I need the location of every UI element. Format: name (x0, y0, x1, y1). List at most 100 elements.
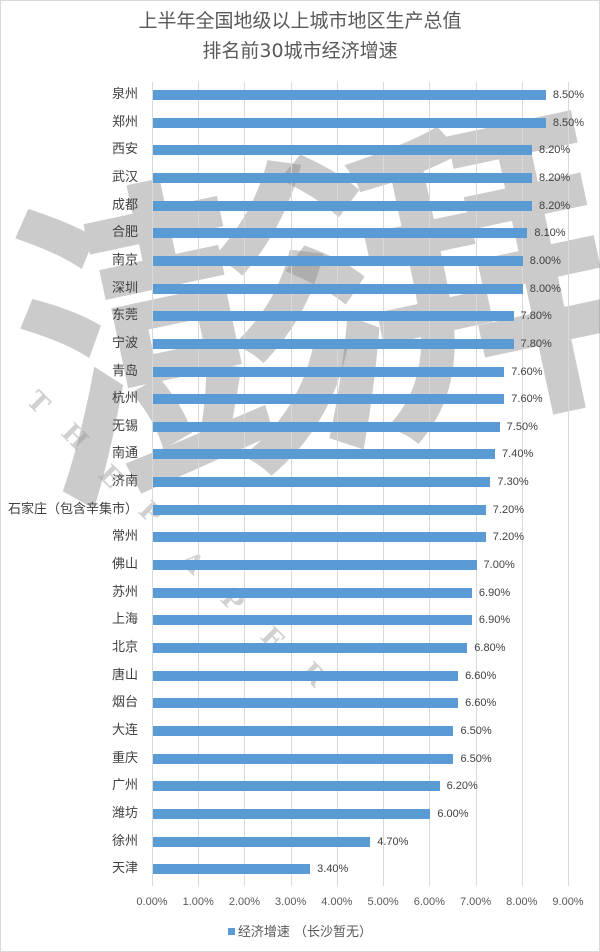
bar (153, 228, 528, 239)
bar (153, 283, 523, 294)
x-tick-label: 1.00% (182, 896, 214, 908)
x-tick-label: 6.00% (413, 896, 445, 908)
bar (153, 532, 486, 543)
bar (153, 421, 500, 432)
bar (153, 200, 533, 211)
data-label: 6.00% (437, 807, 469, 820)
legend-label: 经济增速 （长沙暂无） (237, 925, 373, 940)
category-label: 南京 (111, 252, 138, 268)
category-label: 西安 (111, 142, 138, 158)
category-label: 东莞 (111, 308, 138, 324)
bar (153, 753, 454, 764)
chart-title: 上半年全国地级以上城市地区生产总值 排名前30城市经济增速 (0, 6, 600, 66)
data-label: 8.50% (552, 116, 585, 129)
bar (153, 781, 440, 792)
legend: 经济增速 （长沙暂无） (0, 921, 600, 940)
category-label: 武汉 (111, 169, 138, 185)
bar (153, 117, 546, 128)
category-label: 无锡 (111, 418, 138, 434)
data-label: 7.60% (511, 393, 543, 406)
data-label: 8.10% (534, 227, 566, 240)
bar (153, 560, 477, 571)
category-label: 上海 (111, 612, 138, 628)
bar (153, 808, 431, 819)
data-label: 8.50% (552, 89, 585, 101)
bar (153, 615, 472, 626)
category-label: 石家庄（包含辛集市） (7, 501, 138, 517)
category-label: 合肥 (111, 225, 138, 241)
x-tick-label: 9.00% (552, 896, 584, 908)
bar (153, 145, 533, 156)
bar (153, 255, 523, 266)
bar (153, 587, 472, 598)
bar (153, 477, 491, 488)
bar (153, 449, 496, 460)
category-label: 成都 (111, 197, 138, 213)
bar (153, 366, 505, 377)
category-label: 潍坊 (111, 805, 138, 821)
data-label: 7.00% (483, 559, 515, 572)
data-label: 8.20% (539, 171, 571, 184)
category-label: 青岛 (111, 363, 138, 379)
data-label: 6.20% (446, 780, 478, 793)
category-label: 常州 (111, 529, 138, 545)
data-label: 8.20% (539, 199, 571, 212)
category-label: 泉州 (111, 87, 138, 102)
data-label: 4.70% (377, 835, 409, 848)
data-label: 6.80% (474, 642, 506, 654)
category-label: 天津 (111, 861, 138, 877)
chart-title-line1: 上半年全国地级以上城市地区生产总值 (138, 10, 462, 32)
data-label: 8.20% (539, 144, 571, 157)
category-label: 苏州 (111, 584, 138, 600)
x-tick-label: 7.00% (459, 896, 492, 908)
bar (153, 504, 486, 515)
bar (153, 172, 533, 183)
category-label: 大连 (111, 722, 138, 738)
gridline (568, 82, 569, 886)
x-tick-label: 3.00% (275, 896, 307, 908)
category-label: 佛山 (111, 557, 138, 573)
bar (153, 836, 371, 847)
data-label: 7.80% (520, 337, 552, 350)
bar (153, 90, 546, 100)
x-tick-label: 5.00% (367, 896, 399, 908)
x-tick-label: 0.00% (136, 896, 168, 908)
data-label: 7.80% (520, 310, 552, 323)
data-label: 8.00% (529, 282, 561, 295)
data-label: 7.20% (492, 531, 524, 544)
category-label: 烟台 (111, 695, 138, 711)
x-tick-label: 8.00% (506, 896, 538, 908)
data-label: 7.20% (492, 503, 524, 516)
category-label: 深圳 (111, 280, 138, 296)
plot-area: 8.50% 8.50% 8.20% 8.20% 8.20% 8.10% 8.00% 8.00%… (152, 82, 584, 886)
y-axis-line (152, 82, 153, 886)
bar (153, 670, 459, 681)
bar (153, 725, 454, 736)
category-label: 重庆 (111, 750, 138, 766)
bar (153, 643, 468, 653)
category-label: 济南 (111, 474, 138, 490)
category-label: 唐山 (111, 667, 138, 683)
x-tick-label: 4.00% (321, 896, 353, 908)
data-label: 6.50% (460, 724, 492, 737)
data-label: 7.60% (511, 365, 543, 378)
chart-title-line2: 排名前30城市经济增速 (202, 40, 398, 62)
data-label: 6.60% (465, 669, 497, 682)
data-label: 6.90% (478, 614, 511, 627)
data-label: 7.30% (497, 476, 529, 489)
bar (153, 864, 311, 875)
category-label: 郑州 (111, 114, 138, 130)
bar (153, 338, 514, 349)
category-label: 南通 (111, 446, 138, 462)
category-label: 杭州 (111, 391, 138, 407)
category-label: 徐州 (111, 833, 138, 849)
legend-swatch-icon (227, 928, 235, 935)
data-label: 6.60% (465, 697, 497, 710)
bar (153, 698, 459, 709)
x-tick-label: 2.00% (228, 896, 261, 908)
data-label: 3.40% (317, 863, 349, 876)
data-label: 6.50% (460, 752, 492, 765)
bar (153, 311, 514, 322)
data-label: 8.00% (529, 254, 561, 267)
